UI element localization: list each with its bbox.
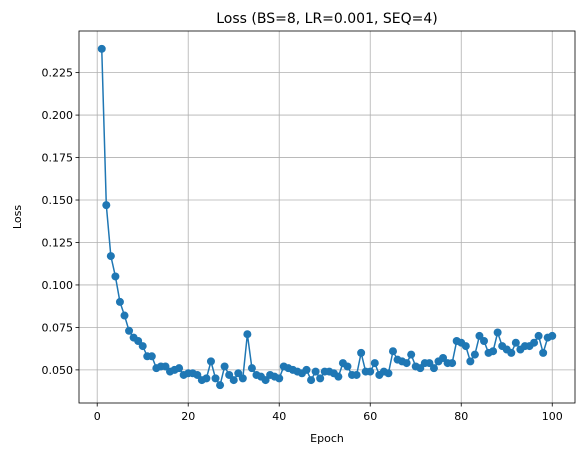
y-axis-label: Loss [11,205,24,229]
data-point [370,359,379,368]
data-point [489,347,498,356]
data-point [507,348,516,357]
data-point [247,364,256,373]
data-point [243,330,252,339]
data-point [388,347,397,356]
x-tick-label: 80 [454,410,468,423]
x-tick-label: 100 [542,410,563,423]
data-point [138,342,147,351]
data-point [147,352,156,361]
data-point [202,374,211,383]
y-tick-label: 0.100 [42,279,74,292]
data-point [425,359,434,368]
data-point [275,374,284,383]
y-tick-label: 0.075 [42,321,74,334]
data-points [97,44,557,390]
data-point [238,374,247,383]
data-point [193,370,202,379]
chart-title: Loss (BS=8, LR=0.001, SEQ=4) [216,11,438,27]
data-point [470,350,479,359]
y-tick-label: 0.175 [42,152,74,165]
data-point [448,359,457,368]
data-point [548,331,557,340]
data-point [311,367,320,376]
data-point [493,328,502,337]
data-point [97,44,106,53]
data-point [511,338,520,347]
data-point [384,369,393,378]
y-tick-label: 0.150 [42,194,74,207]
data-point [479,337,488,345]
data-point [357,348,366,357]
x-axis-label: Epoch [310,432,344,445]
data-point [220,362,229,371]
data-point [366,367,375,376]
data-point [307,376,316,385]
data-point [407,350,416,359]
data-point [334,372,343,381]
data-point [461,342,470,351]
x-tick-label: 0 [94,410,101,423]
data-point [234,369,243,378]
data-point [416,364,425,373]
data-point [216,381,225,390]
data-point [102,201,111,210]
y-tick-label: 0.050 [42,364,74,377]
data-point [302,365,311,374]
data-point [134,337,143,345]
x-tick-label: 20 [181,410,195,423]
data-point [439,353,448,362]
y-tick-label: 0.200 [42,109,74,122]
axis-ticks: 0 20 40 60 80 100 0.050 0.075 0.100 0.125 0.150 0.1… [42,67,563,423]
data-point [530,338,539,347]
data-point [261,376,270,385]
data-point [206,357,215,366]
data-point [343,362,352,371]
data-point [539,348,548,357]
data-point [475,331,484,340]
data-point [211,374,220,383]
data-point [229,376,238,385]
y-tick-label: 0.225 [42,67,74,80]
data-point [175,364,184,373]
data-point [120,311,129,320]
x-tick-label: 60 [363,410,377,423]
data-point [534,331,543,340]
data-point [115,297,124,306]
data-point [466,357,475,366]
data-point [161,362,170,371]
data-point [111,272,120,281]
loss-line [101,48,553,387]
x-tick-label: 40 [272,410,286,423]
data-point [402,359,411,368]
grid [79,31,575,403]
y-tick-label: 0.125 [42,236,74,249]
data-point [429,364,438,373]
plot-frame [78,30,576,404]
data-point [225,370,234,379]
data-point [352,370,361,379]
data-point [316,374,325,383]
data-point [106,252,115,261]
data-point [125,326,134,335]
